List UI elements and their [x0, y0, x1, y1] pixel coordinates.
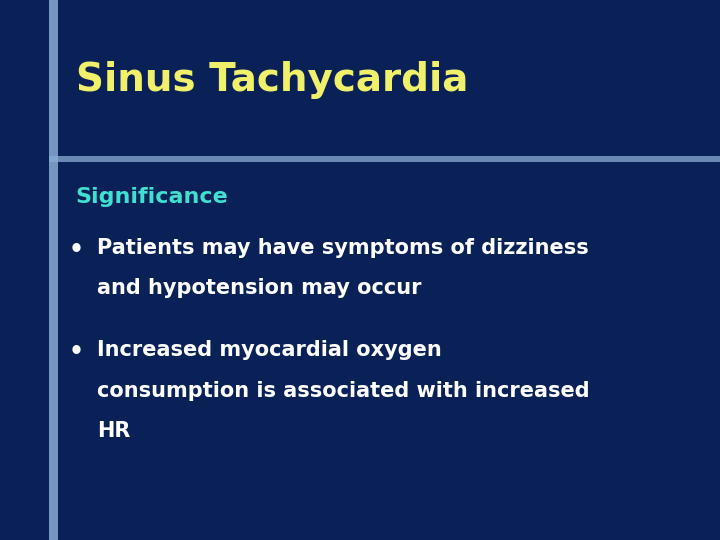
Text: Sinus Tachycardia: Sinus Tachycardia [76, 60, 468, 99]
Text: •: • [68, 238, 84, 261]
Bar [49, 0, 58, 540]
Text: consumption is associated with increased: consumption is associated with increased [97, 381, 590, 401]
Text: and hypotension may occur: and hypotension may occur [97, 278, 422, 298]
Text: •: • [68, 340, 84, 364]
Bar [49, 156, 720, 162]
Text: Increased myocardial oxygen: Increased myocardial oxygen [97, 340, 442, 360]
Text: Patients may have symptoms of dizziness: Patients may have symptoms of dizziness [97, 238, 589, 258]
Text: HR: HR [97, 421, 130, 441]
Text: Significance: Significance [76, 187, 228, 207]
